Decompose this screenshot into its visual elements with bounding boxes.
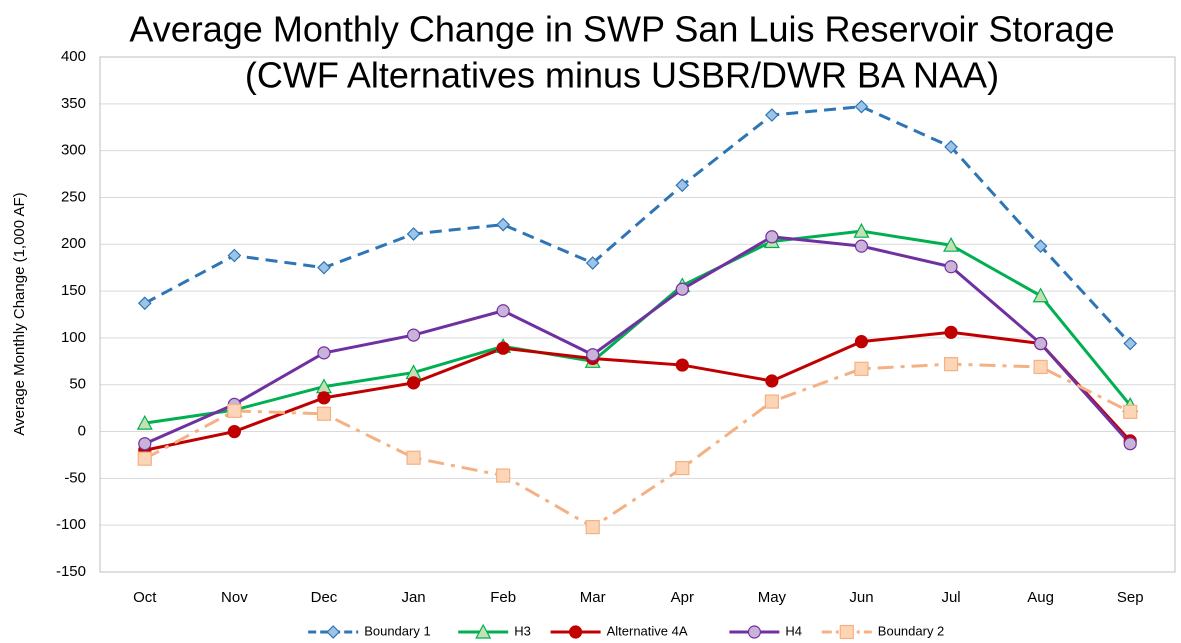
marker xyxy=(586,348,600,362)
y-tick-label: -100 xyxy=(56,516,86,533)
legend: Boundary 1 H3 Alternative 4A H4 Boundary 2 xyxy=(308,623,945,640)
marker xyxy=(585,256,600,270)
marker xyxy=(944,325,958,339)
marker xyxy=(326,625,341,639)
marker xyxy=(1123,404,1138,419)
marker xyxy=(764,394,779,409)
series-line xyxy=(144,330,1132,452)
x-tick-label: Apr xyxy=(671,589,694,606)
x-tick-label: Aug xyxy=(1027,589,1054,606)
marker xyxy=(944,140,958,154)
marker xyxy=(496,468,511,483)
marker xyxy=(1123,437,1137,451)
y-tick-label: 100 xyxy=(61,329,86,346)
marker xyxy=(765,108,779,122)
x-tick-label: Nov xyxy=(221,589,248,606)
marker xyxy=(138,437,152,451)
x-tick-label: Jan xyxy=(401,589,425,606)
marker xyxy=(854,335,869,349)
legend-label: Alternative 4A xyxy=(607,623,688,638)
legend-label: Boundary 2 xyxy=(878,623,945,638)
marker xyxy=(406,328,421,342)
marker xyxy=(227,403,242,419)
chart-subtitle: (CWF Alternatives minus USBR/DWR BA NAA) xyxy=(245,55,999,96)
y-tick-label: 200 xyxy=(61,235,86,252)
legend-label: Boundary 1 xyxy=(364,623,431,638)
legend-label: H3 xyxy=(514,623,531,638)
marker xyxy=(675,178,690,193)
x-tick-label: Dec xyxy=(311,589,338,606)
marker xyxy=(1033,359,1048,375)
marker xyxy=(747,625,762,639)
marker xyxy=(406,450,421,465)
y-tick-label: -150 xyxy=(56,563,86,580)
marker xyxy=(854,239,869,253)
marker xyxy=(1033,239,1048,253)
x-tick-label: May xyxy=(758,589,787,606)
marker xyxy=(839,624,854,640)
legend-label: H4 xyxy=(785,623,802,638)
marker xyxy=(496,304,510,318)
marker xyxy=(1034,336,1048,351)
marker xyxy=(854,361,869,376)
chart-title: Average Monthly Change in SWP San Luis R… xyxy=(129,9,1114,50)
marker xyxy=(765,230,779,244)
marker xyxy=(1123,336,1138,351)
marker xyxy=(137,451,152,466)
marker xyxy=(675,282,689,296)
x-tick-label: Sep xyxy=(1117,589,1144,606)
marker xyxy=(496,341,510,355)
x-tick-label: Feb xyxy=(490,589,516,606)
marker xyxy=(675,358,689,372)
marker xyxy=(496,217,510,232)
x-tick-label: Oct xyxy=(133,589,157,606)
marker xyxy=(943,357,959,372)
plot-border xyxy=(99,56,1176,573)
series-line xyxy=(144,235,1132,446)
marker xyxy=(568,625,583,639)
marker xyxy=(406,376,421,390)
y-tick-label: -50 xyxy=(64,469,86,486)
marker xyxy=(137,296,152,311)
y-tick-label: 400 xyxy=(61,48,86,65)
y-tick-label: 250 xyxy=(61,188,86,205)
y-axis-label: Average Monthly Change (1,000 AF) xyxy=(11,192,28,435)
y-tick-label: 150 xyxy=(61,282,86,299)
marker xyxy=(317,346,331,360)
marker xyxy=(227,248,242,263)
series-line xyxy=(144,229,1132,425)
y-tick-label: 0 xyxy=(78,423,86,440)
x-tick-label: Jul xyxy=(941,589,960,606)
y-tick-label: 50 xyxy=(69,376,86,393)
x-tick-label: Mar xyxy=(580,589,606,606)
marker xyxy=(944,260,958,274)
y-tick-label: 350 xyxy=(61,95,86,112)
marker xyxy=(227,424,241,439)
marker xyxy=(317,391,331,405)
marker xyxy=(675,460,690,476)
marker xyxy=(854,99,869,114)
marker xyxy=(765,374,779,388)
marker xyxy=(943,236,960,252)
marker xyxy=(316,406,332,421)
series-line xyxy=(144,105,1132,345)
marker xyxy=(853,222,870,238)
marker xyxy=(406,227,421,241)
y-tick-label: 300 xyxy=(61,142,86,159)
marker xyxy=(475,623,492,639)
marker xyxy=(136,414,153,430)
marker xyxy=(317,260,331,275)
marker xyxy=(1032,287,1049,303)
marker xyxy=(585,519,600,535)
x-tick-label: Jun xyxy=(849,589,873,606)
series-line xyxy=(144,362,1131,529)
